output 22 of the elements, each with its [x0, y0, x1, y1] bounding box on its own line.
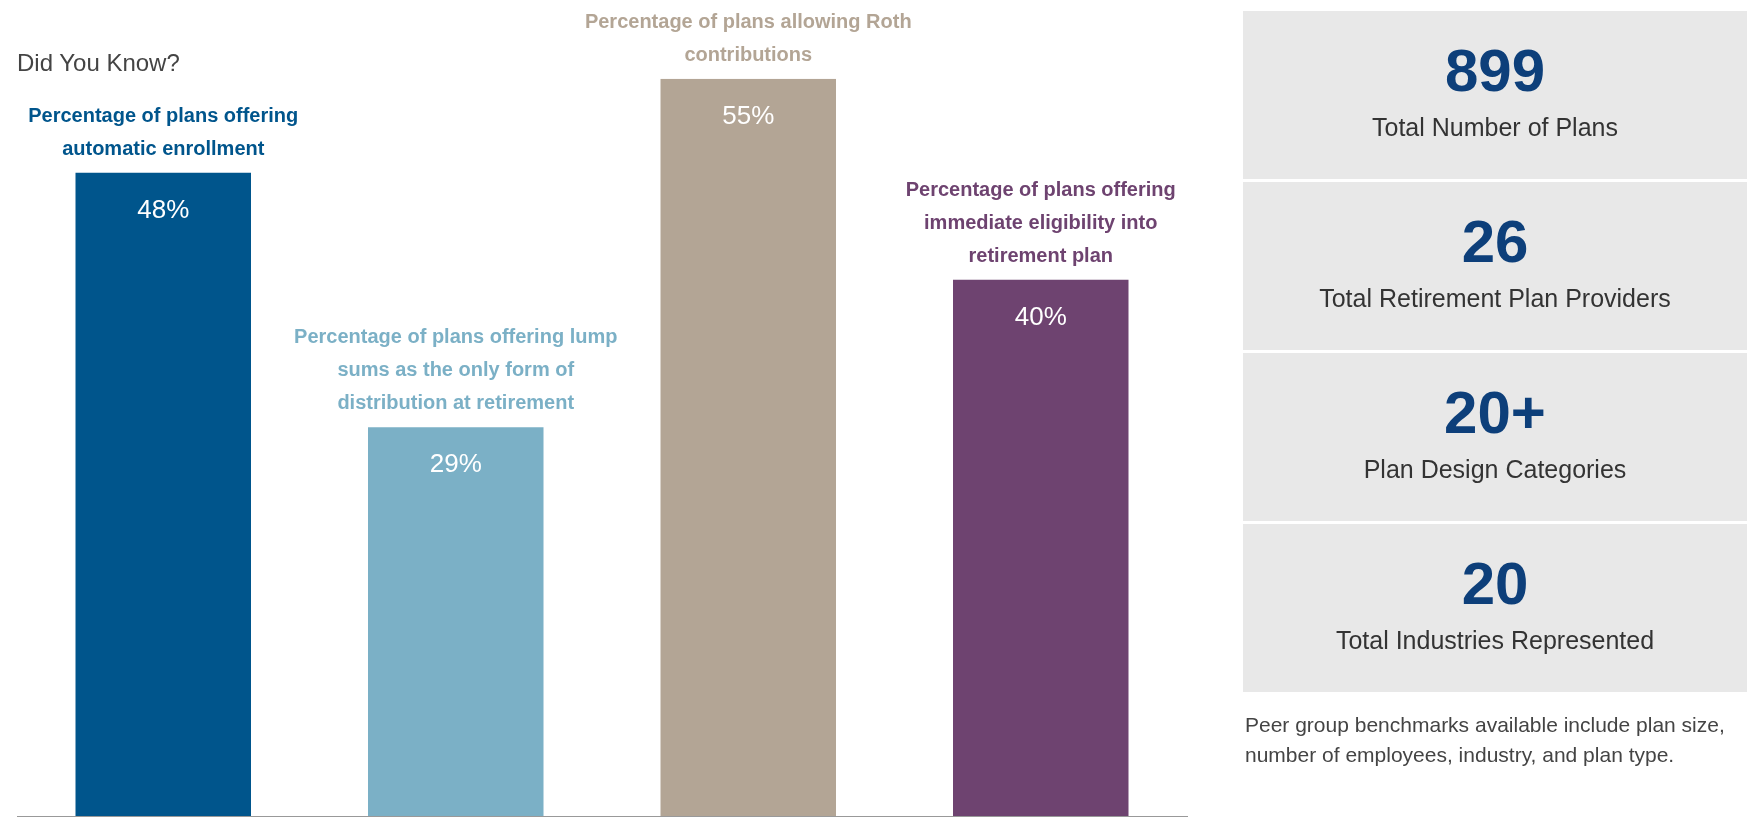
text: 20	[1461, 550, 1529, 617]
chart-title: Did You Know?	[17, 49, 180, 77]
text: 899	[1444, 37, 1546, 104]
category-label: Total Industries Represented	[1334, 626, 1656, 655]
text: Peer group benchmarks available include plan size, number of employees, industry, and plan type.	[1244, 712, 1726, 768]
data-label: 55%	[722, 99, 775, 130]
text: 26	[1461, 208, 1529, 275]
bar	[368, 427, 544, 816]
data-label: 48%	[137, 193, 190, 224]
text: 20+	[1444, 379, 1546, 446]
data-label: 40%	[1014, 300, 1067, 331]
bar	[660, 78, 836, 816]
bar	[953, 279, 1129, 816]
category-label: Plan Design Categories	[1362, 455, 1628, 484]
category-label: Total Number of Plans	[1371, 113, 1619, 142]
category-label: Total Retirement Plan Providers	[1318, 284, 1672, 313]
x-tick-label: Percentage of plans offering immediate eligibility into retirement plan	[905, 177, 1176, 266]
data-label: 29%	[429, 448, 482, 479]
x-tick-label: Percentage of plans offering lump sums as the only form of distribution at retirement	[294, 325, 618, 414]
x-tick-label: Percentage of plans offering automatic enrollment	[28, 103, 299, 159]
bar	[75, 172, 251, 816]
x-tick-label: Percentage of plans allowing Roth contributions	[584, 9, 912, 65]
